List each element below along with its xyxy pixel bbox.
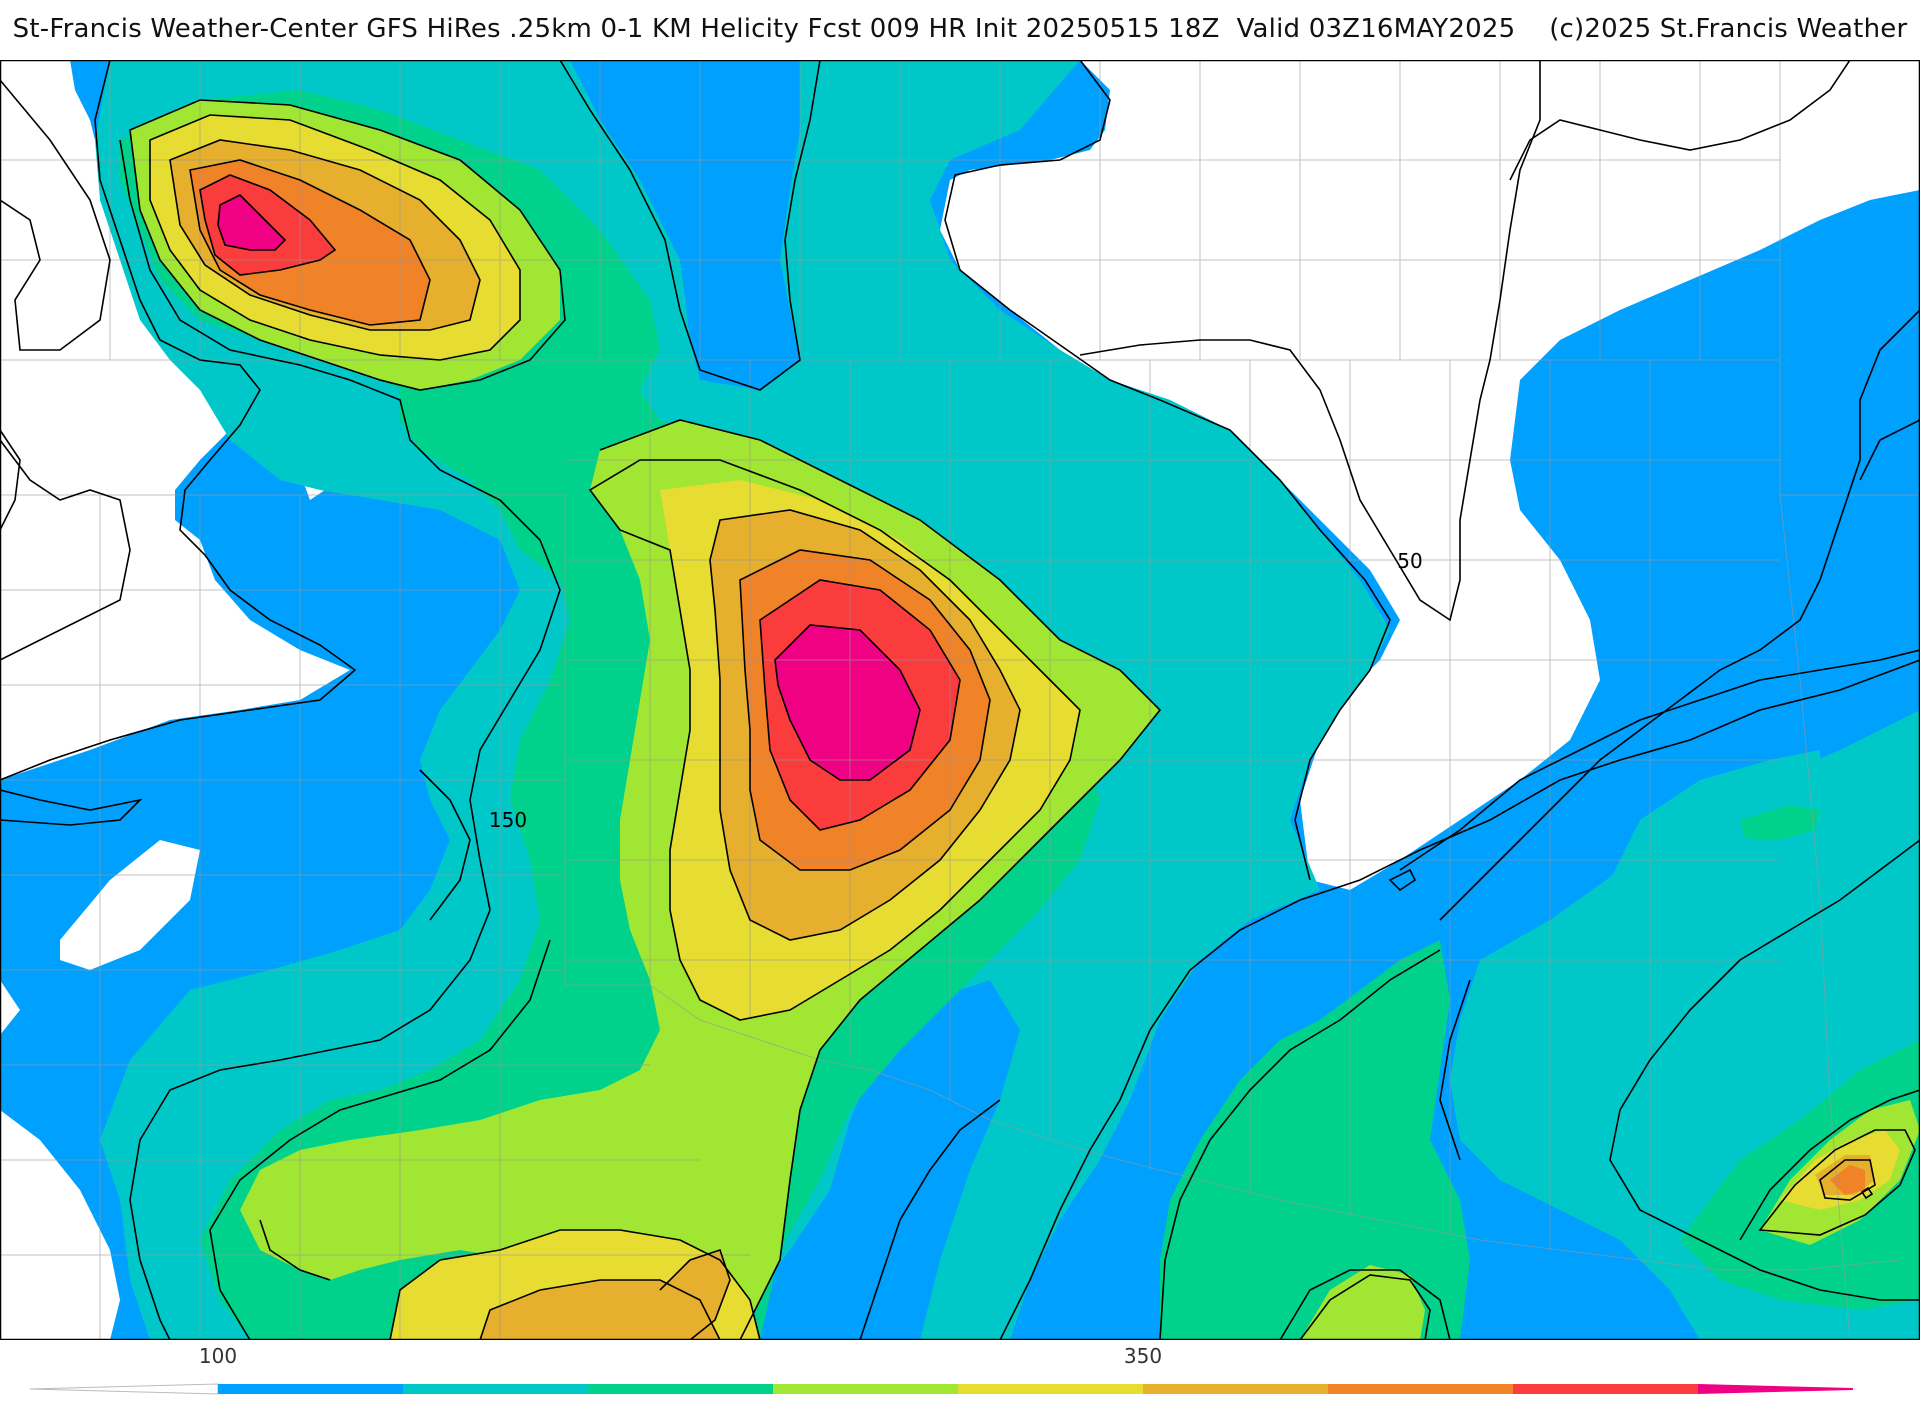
colorbar-segment-8 — [1698, 1384, 1853, 1394]
fill-band-magenta — [218, 195, 920, 780]
colorbar-segment-7 — [1513, 1384, 1698, 1394]
contour-label-50: 50 — [1397, 549, 1422, 573]
colorbar-segment-4 — [958, 1384, 1143, 1394]
political-boundaries — [0, 60, 1920, 1340]
colorbar-segments — [29, 1383, 1853, 1395]
helicity-map: 50 150 — [0, 59, 1920, 1341]
colorbar-segment-0 — [218, 1384, 403, 1394]
colorbar-tick-100: 100 — [199, 1344, 237, 1368]
colorbar-segment-2 — [588, 1384, 773, 1394]
colorbar-segment-6 — [1328, 1384, 1513, 1394]
colorbar-segment-1 — [403, 1384, 588, 1394]
colorbar-segment-3 — [773, 1384, 958, 1394]
colorbar-left-tail — [29, 1383, 219, 1395]
contour-lines — [0, 60, 1920, 1340]
contour-label-150: 150 — [489, 808, 527, 832]
colorbar: 100 350 — [0, 1340, 1920, 1400]
colorbar-segment-5 — [1143, 1384, 1328, 1394]
map-title: St-Francis Weather-Center GFS HiRes .25k… — [12, 14, 1908, 44]
colorbar-tick-350: 350 — [1124, 1344, 1162, 1368]
